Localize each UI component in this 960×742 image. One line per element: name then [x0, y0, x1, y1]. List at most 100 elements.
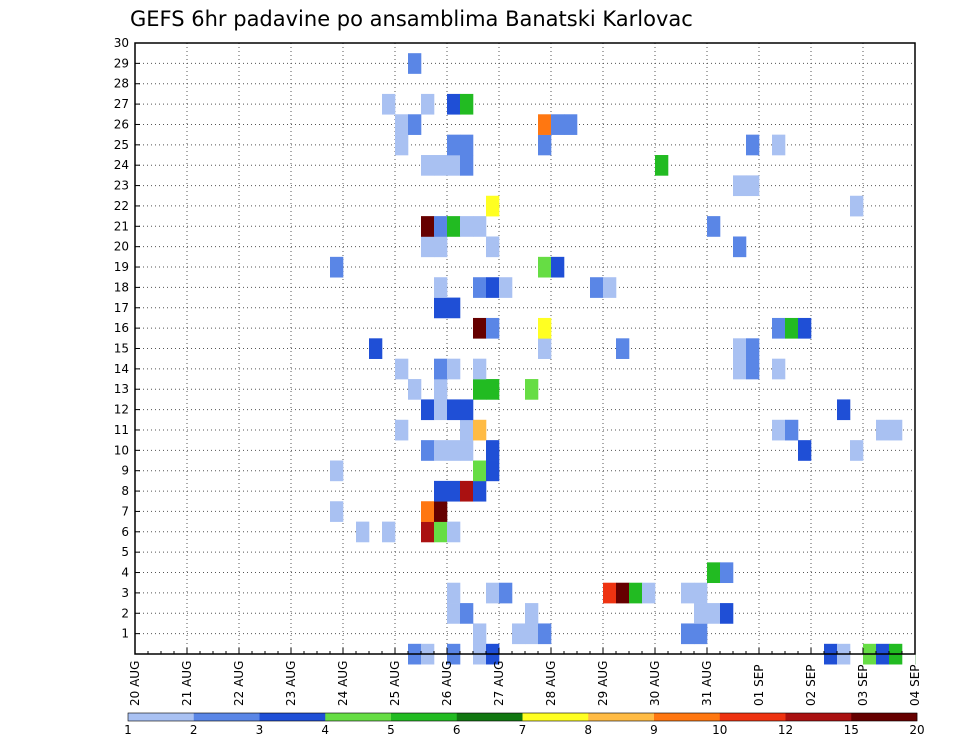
precip-cell	[434, 501, 448, 522]
precip-cell	[460, 480, 474, 502]
precip-cell	[434, 277, 448, 298]
precip-cell	[707, 562, 721, 584]
precip-cell	[460, 419, 474, 441]
precip-cell	[447, 399, 461, 421]
y-tick-label: 1	[121, 627, 129, 641]
precip-cell	[746, 134, 760, 156]
precip-cell	[447, 93, 461, 115]
x-tick-label: 31 AUG	[700, 661, 714, 706]
precip-cell	[447, 480, 461, 502]
precip-cell	[538, 317, 552, 339]
precip-cell	[850, 195, 864, 217]
precip-cell	[642, 582, 656, 604]
colorbar-label: 7	[519, 723, 527, 737]
precip-cell	[525, 603, 539, 624]
precip-cell	[850, 440, 864, 461]
precip-cell	[421, 399, 435, 421]
colorbar: 1 2 3 4 5 6 7 8 9 10 12 15 20	[124, 712, 925, 737]
precip-cell	[486, 582, 500, 604]
y-tick-label: 3	[121, 586, 129, 600]
precip-cell	[733, 338, 747, 359]
precip-cell	[512, 623, 526, 645]
precip-cell	[447, 358, 461, 380]
precip-cell	[447, 216, 461, 237]
precip-cell	[772, 358, 786, 380]
precip-cell	[434, 399, 448, 421]
y-tick-label: 19	[114, 260, 129, 274]
x-tick-label: 03 SEP	[856, 664, 870, 706]
y-tick-label: 17	[114, 301, 129, 315]
y-tick-label: 5	[121, 545, 129, 559]
y-tick-label: 28	[114, 77, 129, 91]
precip-cell	[486, 277, 500, 298]
precip-cell	[473, 358, 487, 380]
colorbar-segment	[128, 713, 195, 721]
precip-cell	[499, 277, 513, 298]
colorbar-segment	[851, 713, 918, 721]
colorbar-label: 2	[190, 723, 198, 737]
precip-cell	[434, 379, 448, 400]
x-tick-label: 04 SEP	[908, 664, 922, 706]
colorbar-segment	[259, 713, 326, 721]
precip-cell	[473, 277, 487, 298]
precip-cell	[538, 256, 552, 278]
precip-cell	[564, 114, 578, 135]
colorbar-frame	[127, 712, 918, 722]
precip-cell	[538, 114, 552, 135]
precip-cell	[616, 338, 630, 359]
precip-cell	[837, 399, 851, 421]
precip-cell	[694, 582, 708, 604]
y-tick-label: 18	[114, 280, 129, 294]
precip-cell	[538, 338, 552, 359]
precip-cell	[421, 155, 435, 176]
precip-cell	[616, 582, 630, 604]
x-tick-label: 30 AUG	[648, 661, 662, 706]
precip-cell	[538, 623, 552, 645]
precip-cell	[772, 419, 786, 441]
colorbar-segment	[719, 713, 786, 721]
y-tick-label: 20	[114, 240, 129, 254]
y-tick-label: 8	[121, 484, 129, 498]
y-tick-label: 9	[121, 464, 129, 478]
precip-cell	[473, 480, 487, 502]
grid	[135, 43, 915, 654]
y-tick-label: 4	[121, 566, 129, 580]
x-tick-label: 23 AUG	[284, 661, 298, 706]
x-tick-label: 21 AUG	[180, 661, 194, 706]
precip-cell	[486, 236, 500, 258]
colorbar-label: 15	[844, 723, 859, 737]
precip-cell	[447, 521, 461, 543]
y-tick-label: 30	[114, 36, 129, 50]
y-tick-label: 22	[114, 199, 129, 213]
precip-cell	[772, 317, 786, 339]
y-tick-label: 26	[114, 117, 129, 131]
precip-cell	[707, 216, 721, 237]
y-tick-label: 29	[114, 56, 129, 70]
precip-cell	[460, 134, 474, 156]
precip-cell	[421, 216, 435, 237]
precip-cell	[746, 175, 760, 197]
x-tick-label: 01 SEP	[752, 664, 766, 706]
colorbar-label: 8	[584, 723, 592, 737]
chart-title: GEFS 6hr padavine po ansamblima Banatski…	[130, 7, 693, 31]
x-tick-label: 22 AUG	[232, 661, 246, 706]
precip-cell	[395, 358, 409, 380]
precip-cell	[421, 440, 435, 461]
precip-cell	[408, 114, 422, 135]
precip-cell	[447, 297, 461, 319]
precip-cell	[473, 379, 487, 400]
precip-cell	[434, 216, 448, 237]
precip-cell	[798, 440, 812, 461]
precip-cell	[707, 603, 721, 624]
y-tick-label: 24	[114, 158, 129, 172]
precip-cell	[395, 114, 409, 135]
precip-cell	[733, 236, 747, 258]
y-tick-label: 11	[114, 423, 129, 437]
precip-cell	[720, 603, 734, 624]
y-tick-label: 2	[121, 606, 129, 620]
precip-cell	[434, 236, 448, 258]
precipitation-cells	[330, 53, 916, 665]
precip-cell	[720, 562, 734, 584]
colorbar-label: 1	[124, 723, 132, 737]
